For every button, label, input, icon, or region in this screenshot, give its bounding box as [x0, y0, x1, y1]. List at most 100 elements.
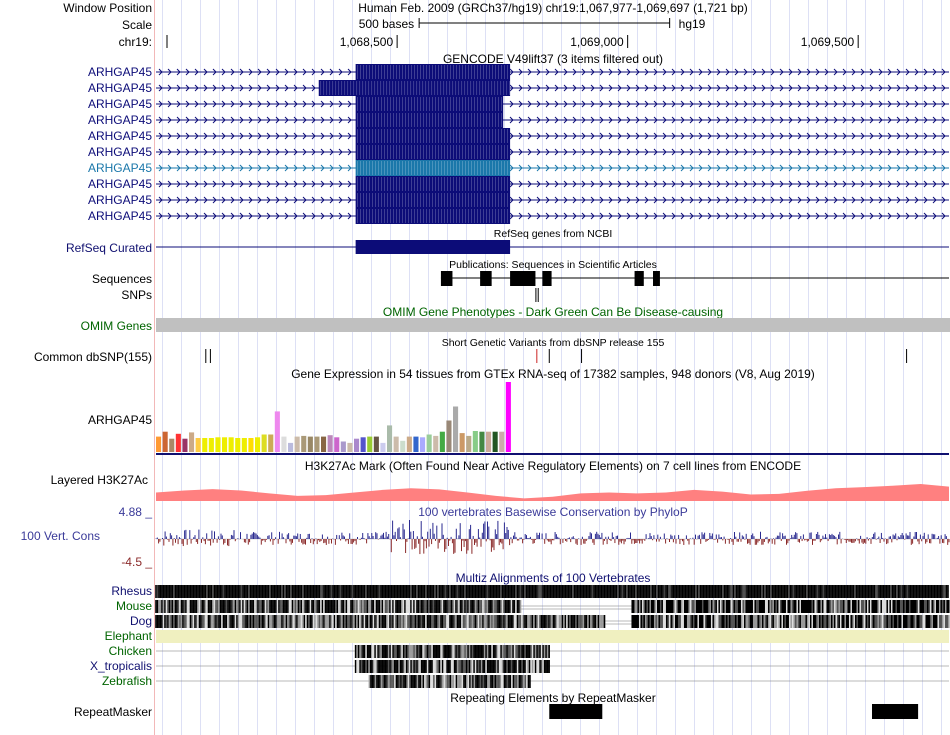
gencode-strand-arrow [761, 132, 766, 140]
gencode-strand-arrow [941, 180, 946, 188]
gencode-strand-arrow [509, 212, 514, 220]
gencode-strand-arrow [338, 164, 343, 172]
gencode-strand-arrow [896, 116, 901, 124]
multiz-species-label[interactable]: Elephant [104, 629, 152, 643]
gencode-strand-arrow [824, 196, 829, 204]
gencode-strand-arrow [860, 68, 865, 76]
gencode-strand-arrow [185, 196, 190, 204]
gencode-transcript-label[interactable]: ARHGAP45 [87, 193, 152, 207]
gencode-strand-arrow [212, 132, 217, 140]
gencode-strand-arrow [203, 164, 208, 172]
dbsnp-label[interactable]: Common dbSNP(155) [33, 350, 152, 364]
gencode-strand-arrow [599, 212, 604, 220]
repeatmasker-label[interactable]: RepeatMasker [73, 705, 152, 719]
gencode-strand-arrow [221, 84, 226, 92]
gencode-strand-arrow [743, 180, 748, 188]
gencode-strand-arrow [671, 84, 676, 92]
gencode-strand-arrow [167, 100, 172, 108]
gtex-bar [433, 435, 439, 452]
gencode-strand-arrow [770, 212, 775, 220]
gencode-strand-arrow [932, 132, 937, 140]
gencode-strand-arrow [212, 148, 217, 156]
multiz-species-label[interactable]: Rhesus [111, 584, 152, 598]
gencode-transcript-label[interactable]: ARHGAP45 [87, 113, 152, 127]
gencode-strand-arrow [626, 132, 631, 140]
gencode-strand-arrow [338, 68, 343, 76]
gencode-strand-arrow [635, 212, 640, 220]
gencode-strand-arrow [725, 100, 730, 108]
gencode-transcript-label[interactable]: ARHGAP45 [87, 81, 152, 95]
gencode-strand-arrow [707, 180, 712, 188]
gencode-strand-arrow [644, 212, 649, 220]
snps-label[interactable]: SNPs [121, 288, 152, 302]
repeatmasker-title: Repeating Elements by RepeatMasker [450, 691, 656, 705]
phylop-label[interactable]: 100 Vert. Cons [20, 529, 100, 543]
gencode-exon [355, 96, 504, 112]
gencode-strand-arrow [905, 100, 910, 108]
gencode-strand-arrow [257, 68, 262, 76]
gencode-strand-arrow [752, 180, 757, 188]
gencode-strand-arrow [221, 180, 226, 188]
gencode-strand-arrow [329, 196, 334, 204]
gencode-strand-arrow [230, 68, 235, 76]
gencode-strand-arrow [905, 116, 910, 124]
gencode-strand-arrow [689, 100, 694, 108]
gencode-transcript-label[interactable]: ARHGAP45 [87, 145, 152, 159]
gencode-strand-arrow [320, 132, 325, 140]
gencode-strand-arrow [176, 196, 181, 204]
gencode-strand-arrow [608, 116, 613, 124]
gencode-strand-arrow [302, 180, 307, 188]
gtex-bar [248, 438, 254, 452]
gencode-strand-arrow [671, 164, 676, 172]
omim-label[interactable]: OMIM Genes [80, 319, 152, 333]
gencode-transcript-label[interactable]: ARHGAP45 [87, 209, 152, 223]
multiz-species-label[interactable]: Chicken [108, 644, 152, 658]
gencode-strand-arrow [203, 180, 208, 188]
gencode-transcript-label[interactable]: ARHGAP45 [87, 97, 152, 111]
grid-line [371, 0, 372, 735]
multiz-species-label[interactable]: Zebrafish [101, 674, 152, 688]
gencode-transcript-label[interactable]: ARHGAP45 [87, 177, 152, 191]
gencode-strand-arrow [203, 148, 208, 156]
gencode-strand-arrow [176, 84, 181, 92]
gencode-strand-arrow [590, 100, 595, 108]
repeatmasker-block [872, 704, 919, 719]
grid-line [466, 0, 467, 735]
gencode-strand-arrow [536, 68, 541, 76]
gencode-strand-arrow [626, 180, 631, 188]
gencode-strand-arrow [689, 132, 694, 140]
publications-label[interactable]: Sequences [91, 272, 152, 286]
gencode-strand-arrow [617, 132, 622, 140]
gencode-transcript-label[interactable]: ARHGAP45 [87, 161, 152, 175]
gencode-strand-arrow [743, 196, 748, 204]
gencode-strand-arrow [707, 100, 712, 108]
gencode-strand-arrow [842, 196, 847, 204]
gtex-label[interactable]: ARHGAP45 [87, 413, 152, 427]
refseq-label[interactable]: RefSeq Curated [65, 241, 152, 255]
multiz-species-label[interactable]: X_tropicalis [89, 659, 152, 673]
gencode-strand-arrow [617, 212, 622, 220]
gencode-strand-arrow [644, 68, 649, 76]
gencode-strand-arrow [320, 180, 325, 188]
gencode-strand-arrow [221, 196, 226, 204]
gencode-strand-arrow [239, 212, 244, 220]
gencode-strand-arrow [329, 100, 334, 108]
multiz-species-label[interactable]: Mouse [115, 599, 152, 613]
h3k27ac-label[interactable]: Layered H3K27Ac [50, 473, 148, 487]
gencode-strand-arrow [680, 116, 685, 124]
gencode-transcript-label[interactable]: ARHGAP45 [87, 129, 152, 143]
gencode-strand-arrow [248, 68, 253, 76]
gencode-strand-arrow [185, 132, 190, 140]
gencode-strand-arrow [302, 148, 307, 156]
gencode-strand-arrow [230, 132, 235, 140]
gencode-strand-arrow [734, 68, 739, 76]
gencode-strand-arrow [635, 84, 640, 92]
gencode-strand-arrow [644, 100, 649, 108]
gencode-strand-arrow [851, 132, 856, 140]
gencode-strand-arrow [725, 116, 730, 124]
multiz-species-label[interactable]: Dog [129, 614, 152, 628]
gencode-strand-arrow [707, 84, 712, 92]
gencode-transcript-label[interactable]: ARHGAP45 [87, 65, 152, 79]
